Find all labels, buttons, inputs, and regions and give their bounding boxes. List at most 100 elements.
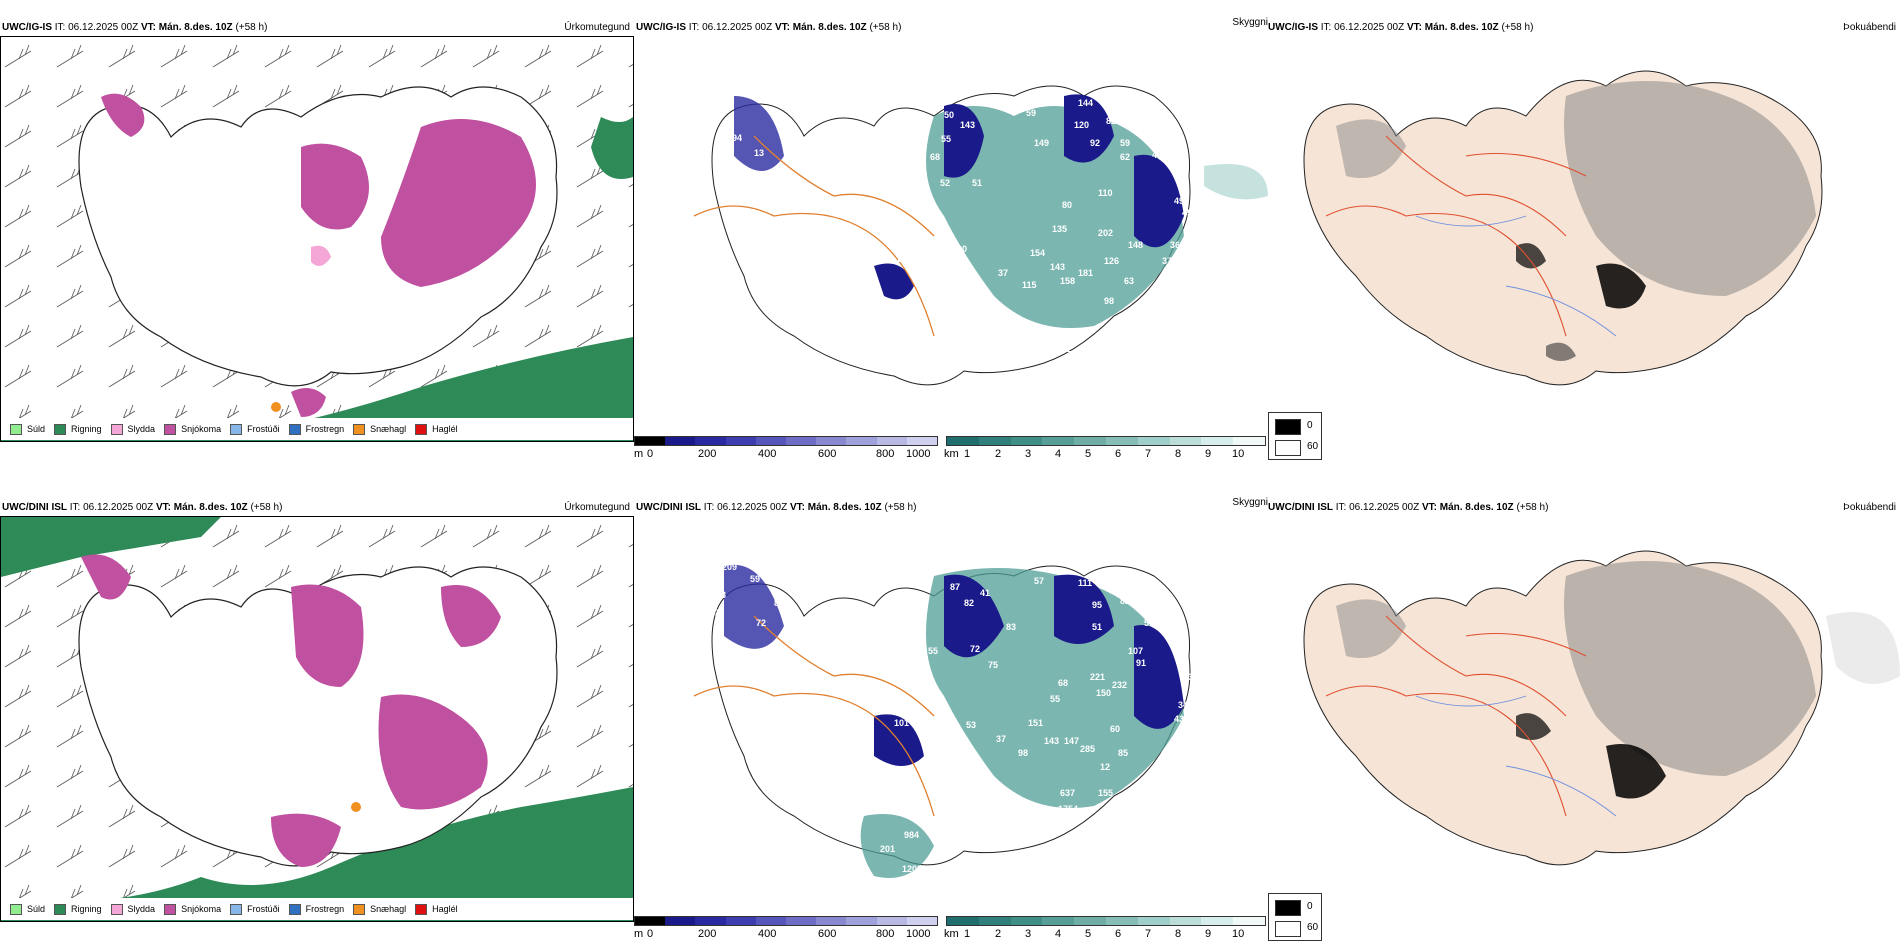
fog-key-swatch: [1275, 900, 1301, 916]
visibility-area: [860, 814, 934, 878]
precip-panel-top: UWC/IG-IS IT: 06.12.2025 00Z VT: Mán. 8.…: [0, 13, 634, 465]
panel-title: Úrkomutegund: [564, 22, 630, 33]
cloud-label: 62: [1120, 152, 1130, 162]
cloud-label: 92: [1090, 138, 1100, 148]
cloud-label: 232: [1112, 680, 1127, 690]
cloud-label: 151: [1028, 718, 1043, 728]
cloud-label: 80: [1062, 200, 1072, 210]
cloud-label: 155: [1098, 788, 1113, 798]
cloud-label: 42: [729, 226, 739, 236]
panel-header: UWC/IG-IS IT: 06.12.2025 00Z VT: Mán. 8.…: [1268, 22, 1533, 33]
it-label: IT: 06.12.2025 00Z: [688, 22, 773, 33]
cloud-label: 55: [910, 268, 920, 278]
legend-item: Haglél: [415, 903, 458, 915]
low-cloud-area: [874, 263, 914, 300]
cloud-label: 43: [1174, 714, 1184, 724]
cloud-label: 45: [1182, 208, 1192, 218]
legend-item: Frostregn: [288, 903, 344, 915]
cloud-label: 37: [1162, 256, 1172, 266]
snow-area: [378, 694, 488, 810]
panel-header: UWC/IG-IS IT: 06.12.2025 00Z VT: Mán. 8.…: [2, 22, 267, 33]
model-name: UWC/IG-IS: [636, 22, 686, 33]
tick-label: 9: [1205, 928, 1212, 940]
tick-label: 800: [876, 448, 895, 460]
cloud-label: 201: [880, 844, 895, 854]
fog-panel-bottom: UWC/DINI ISL IT: 06.12.2025 00Z VT: Mán.…: [1266, 493, 1900, 945]
tick-label: 5: [1085, 928, 1092, 940]
cloud-label: 41: [980, 588, 990, 598]
legend-item: Frostúði: [230, 903, 280, 915]
fog-map-svg: [1303, 550, 1900, 866]
cloud-label: 202: [1098, 228, 1113, 238]
rain-area: [1, 787, 633, 921]
panel-header: UWC/DINI ISL IT: 06.12.2025 00Z VT: Mán.…: [636, 502, 916, 513]
tick-label: 6: [1115, 448, 1122, 460]
low-cloud-area: [724, 564, 784, 649]
fog-area: [1606, 744, 1666, 799]
legend-item: Snæhagl: [353, 903, 406, 915]
snow-pellet-spot: [351, 802, 361, 812]
cloud-label: 52: [944, 730, 954, 740]
cloud-label: 149: [1034, 138, 1049, 148]
legend-item: Rigning: [54, 423, 102, 435]
model-name: UWC/DINI ISL: [636, 502, 701, 513]
panel-title: Skyggni: [1232, 497, 1268, 508]
tick-label: 8: [1175, 928, 1182, 940]
cloud-label: 110: [916, 370, 931, 380]
cloud-label: 110: [1098, 188, 1113, 198]
cloud-label: 147: [1064, 736, 1079, 746]
cloud-label: 37: [996, 734, 1006, 744]
cloud-label: 83: [1006, 622, 1016, 632]
visibility-area: [1204, 164, 1268, 200]
cloud-base-bar: [634, 436, 938, 446]
tick-label: 8: [1175, 448, 1182, 460]
precip-map: Súld Rigning Slydda Snjókoma Frostúði Fr…: [0, 516, 634, 922]
cloud-label: 63: [1124, 276, 1134, 286]
precip-legend: Súld Rigning Slydda Snjókoma Frostúði Fr…: [1, 898, 633, 920]
precip-legend: Súld Rigning Slydda Snjókoma Frostúði Fr…: [1, 418, 633, 440]
cloud-label: 94: [732, 133, 742, 143]
tick-label: 800: [876, 928, 895, 940]
cloud-label: 50: [1186, 220, 1196, 230]
snow-area: [381, 119, 536, 287]
cloud-label: 12: [1100, 762, 1110, 772]
cloud-label: 82: [1120, 596, 1130, 606]
cloud-label: 61: [924, 254, 934, 264]
cloud-label: 55: [1050, 694, 1060, 704]
it-label: IT: 06.12.2025 00Z: [1320, 22, 1405, 33]
cloud-label: 73: [716, 590, 726, 600]
lead-time: (+58 h): [1501, 22, 1534, 33]
cloud-label: 50: [944, 110, 954, 120]
cloud-label: 150: [1096, 688, 1111, 698]
tick-label: 7: [1145, 928, 1152, 940]
tick-label: 400: [758, 928, 777, 940]
cloud-label: 68: [1058, 678, 1068, 688]
cloud-label: 51: [1174, 172, 1184, 182]
cloud-label: 85: [1118, 748, 1128, 758]
legend-item: Snæhagl: [353, 423, 406, 435]
lead-time: (+58 h): [1516, 502, 1549, 513]
snow-area: [301, 143, 369, 230]
cloud-label: 1754: [1058, 804, 1078, 814]
cloud-label: 52: [1062, 344, 1072, 354]
cloud-label: 111: [1078, 578, 1092, 588]
rain-area: [591, 117, 633, 179]
unit-label: m: [634, 448, 644, 460]
tick-label: 0: [647, 928, 654, 940]
unit-label: m: [634, 928, 644, 940]
cloud-value-labels: 209 59 73 77 80 72 87 82 41 55 72 75 83 …: [714, 562, 1198, 874]
cloud-label: 42: [1146, 290, 1156, 300]
cloud-label: 225: [940, 390, 955, 400]
terrain-shading: [1564, 81, 1816, 296]
low-cloud-area: [1134, 154, 1184, 248]
it-label: IT: 06.12.2025 00Z: [1335, 502, 1420, 513]
tick-label: 1000: [906, 928, 931, 940]
cloud-label: 36: [1170, 240, 1180, 250]
snow-area: [441, 585, 501, 647]
cloud-label: 98: [1018, 748, 1028, 758]
cloud-label: 148: [1128, 240, 1143, 250]
river-network: [1415, 695, 1617, 817]
cloud-label: 44: [1176, 652, 1186, 662]
snow-area: [271, 813, 341, 867]
cloud-label: 82: [964, 598, 974, 608]
